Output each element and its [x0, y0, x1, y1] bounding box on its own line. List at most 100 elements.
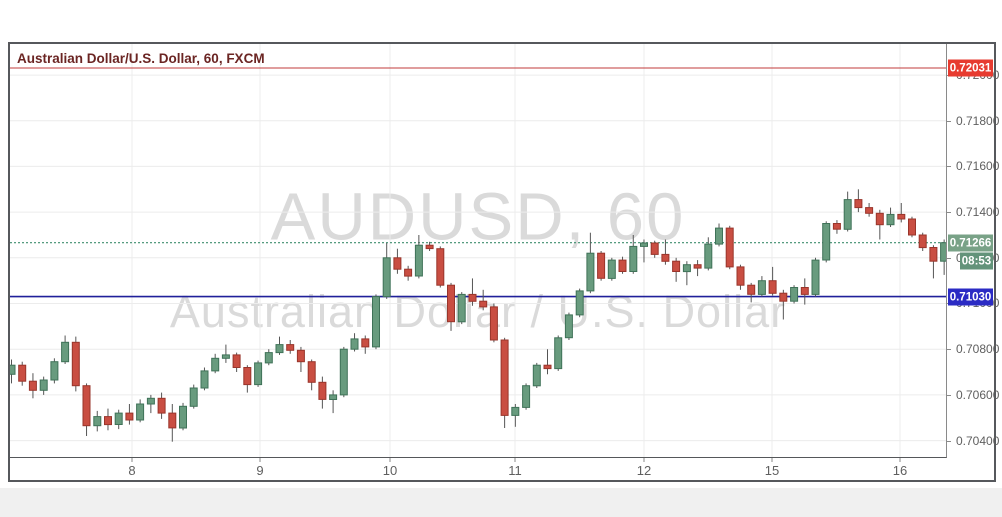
candle-up [811, 257, 820, 297]
candle-down [768, 266, 777, 296]
candle-down [747, 282, 756, 303]
candle-up [275, 336, 284, 355]
price-tick-dash [947, 441, 951, 442]
price-tick-dash [947, 395, 951, 396]
candle-up [136, 399, 145, 423]
candle-up [39, 376, 48, 395]
candle-up [682, 261, 691, 286]
candle-up [221, 344, 230, 363]
candle-down [661, 239, 670, 265]
candle-up [179, 402, 187, 431]
price-tick-label: 0.71400 [956, 205, 1000, 219]
candle-down [779, 289, 788, 320]
bar-countdown-badge: 08:53 [960, 252, 993, 270]
candle-down [468, 278, 477, 306]
candle-down [875, 209, 884, 240]
time-tick-dash [389, 458, 391, 462]
price-tick-label: 0.71600 [956, 159, 1000, 173]
price-tick-dash [947, 212, 951, 213]
candle-down [125, 404, 134, 425]
candle-up [200, 367, 209, 391]
candle-down [18, 361, 27, 386]
candle-up [586, 232, 595, 294]
candle-down [543, 349, 552, 375]
candle-down [500, 337, 509, 428]
candle-up [211, 353, 220, 374]
price-tick-dash [947, 258, 951, 259]
candle-up [329, 390, 338, 414]
candle-down [650, 240, 659, 258]
candle-down [28, 373, 37, 399]
price-tick-dash [947, 121, 951, 122]
candle-down [393, 248, 402, 274]
time-tick-dash [514, 458, 516, 462]
price-tick-dash [947, 349, 951, 350]
candle-up [50, 358, 59, 384]
resistance-price-badge: 0.72031 [948, 59, 993, 77]
candle-up [254, 360, 263, 387]
candle-down [908, 216, 916, 238]
candle-up [511, 404, 520, 427]
candle-down [104, 408, 112, 431]
time-tick-label: 15 [764, 463, 780, 478]
candle-down [82, 383, 91, 436]
candle-down [918, 232, 927, 251]
time-tick-label: 8 [128, 463, 136, 478]
candle-down [286, 340, 295, 354]
candle-down [318, 376, 327, 409]
candle-up [339, 346, 348, 398]
candle-down [725, 225, 734, 270]
last-price-badge: 0.71266 [948, 234, 993, 252]
candle-down [296, 346, 305, 372]
chart-legend-title: Australian Dollar/U.S. Dollar, 60, FXCM [17, 51, 265, 66]
price-tick-label: 0.71800 [956, 114, 1000, 128]
candle-up [607, 257, 616, 281]
time-tick-dash [771, 458, 773, 462]
chart-plot-area[interactable]: AUDUSD, 60 Australian Dollar / U.S. Doll… [10, 44, 947, 458]
candle-down [71, 336, 80, 392]
candle-up [715, 223, 723, 247]
time-tick-label: 10 [382, 463, 398, 478]
candle-down [425, 241, 434, 251]
candle-down [447, 282, 455, 331]
candle-up [564, 312, 573, 340]
time-tick-label: 12 [636, 463, 652, 478]
candle-down [800, 278, 809, 305]
price-tick-label: 0.70600 [956, 388, 1000, 402]
candle-down [307, 359, 316, 391]
candle-up [554, 335, 563, 371]
candle-up [886, 207, 895, 227]
candle-down [168, 404, 177, 442]
candlestick-chart[interactable] [10, 44, 946, 457]
candle-down [597, 251, 606, 281]
candle-down [897, 203, 906, 223]
candle-up [757, 276, 766, 297]
price-tick-dash [947, 166, 951, 167]
candle-down [618, 256, 627, 274]
candle-down [832, 220, 841, 234]
candle-down [232, 352, 241, 372]
candle-down [672, 257, 681, 282]
candle-up [10, 359, 16, 384]
candle-up [146, 394, 155, 414]
candle-up [640, 239, 648, 263]
candle-up [350, 333, 359, 352]
candle-up [382, 243, 391, 299]
candle-up [532, 362, 541, 388]
candle-down [361, 335, 370, 354]
price-axis[interactable]: 0.72031 0.71266 08:53 0.71030 0.720000.7… [947, 44, 999, 457]
chart-widget: AUDUSD, 60 Australian Dollar / U.S. Doll… [8, 42, 999, 482]
time-tick-label: 9 [256, 463, 264, 478]
candle-up [790, 285, 799, 304]
candles [10, 189, 946, 442]
candle-up [843, 191, 852, 232]
candle-down [157, 392, 166, 419]
vertical-gridlines [131, 44, 901, 457]
time-tick-label: 11 [508, 463, 522, 478]
candle-up [93, 410, 102, 432]
time-axis[interactable]: 8 9 10 11 12 15 16 [10, 458, 947, 480]
candle-down [865, 203, 874, 217]
candle-down [436, 246, 445, 288]
candle-down [404, 265, 413, 281]
